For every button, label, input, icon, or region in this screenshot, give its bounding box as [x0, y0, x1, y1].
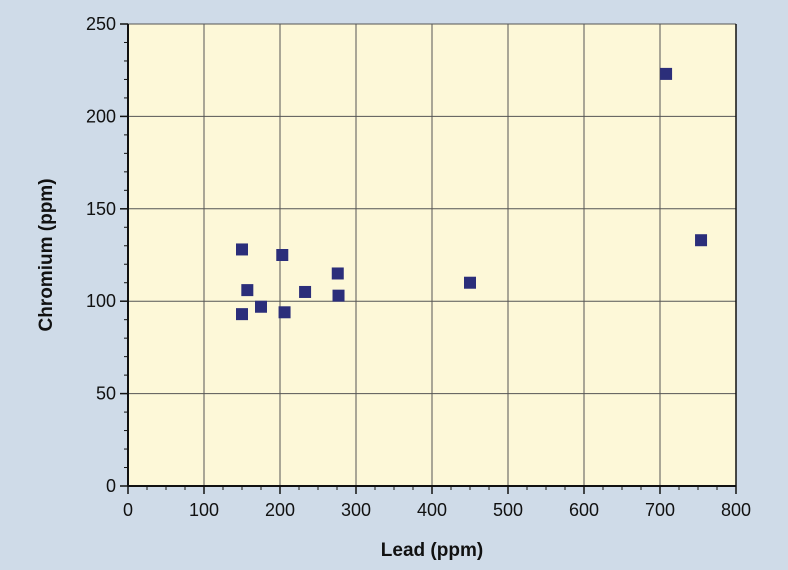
x-tick-label: 100 — [189, 500, 219, 520]
x-tick-label: 300 — [341, 500, 371, 520]
x-tick-label: 500 — [493, 500, 523, 520]
y-tick-label: 100 — [86, 291, 116, 311]
data-point — [299, 285, 312, 298]
data-point — [241, 284, 254, 297]
x-tick-label: 700 — [645, 500, 675, 520]
x-tick-label: 200 — [265, 500, 295, 520]
x-tick-label: 600 — [569, 500, 599, 520]
data-point — [331, 267, 344, 280]
data-point — [276, 249, 289, 261]
y-tick-label: 250 — [86, 14, 116, 34]
x-tick-label: 0 — [123, 500, 133, 520]
x-tick-label: 400 — [417, 500, 447, 520]
data-point — [695, 234, 708, 247]
data-point — [660, 67, 673, 80]
x-tick-label: 800 — [721, 500, 751, 520]
axes — [120, 23, 737, 494]
data-point — [278, 306, 291, 319]
y-tick-label: 50 — [96, 384, 116, 404]
y-tick-label: 150 — [86, 199, 116, 219]
x-axis-label: Lead (ppm) — [381, 540, 483, 561]
data-point — [255, 300, 267, 313]
data-point — [464, 276, 476, 289]
data-point — [236, 308, 248, 321]
tick-labels: 0 100 200 300 400 500 600 700 800 0 50 100 150 200 250 — [86, 14, 751, 520]
data-point — [332, 289, 345, 302]
y-tick-label: 0 — [106, 476, 116, 496]
y-axis-label: Chromium (ppm) — [36, 178, 57, 331]
y-tick-label: 200 — [86, 106, 116, 126]
data-point — [236, 243, 248, 256]
data-points — [236, 67, 708, 321]
